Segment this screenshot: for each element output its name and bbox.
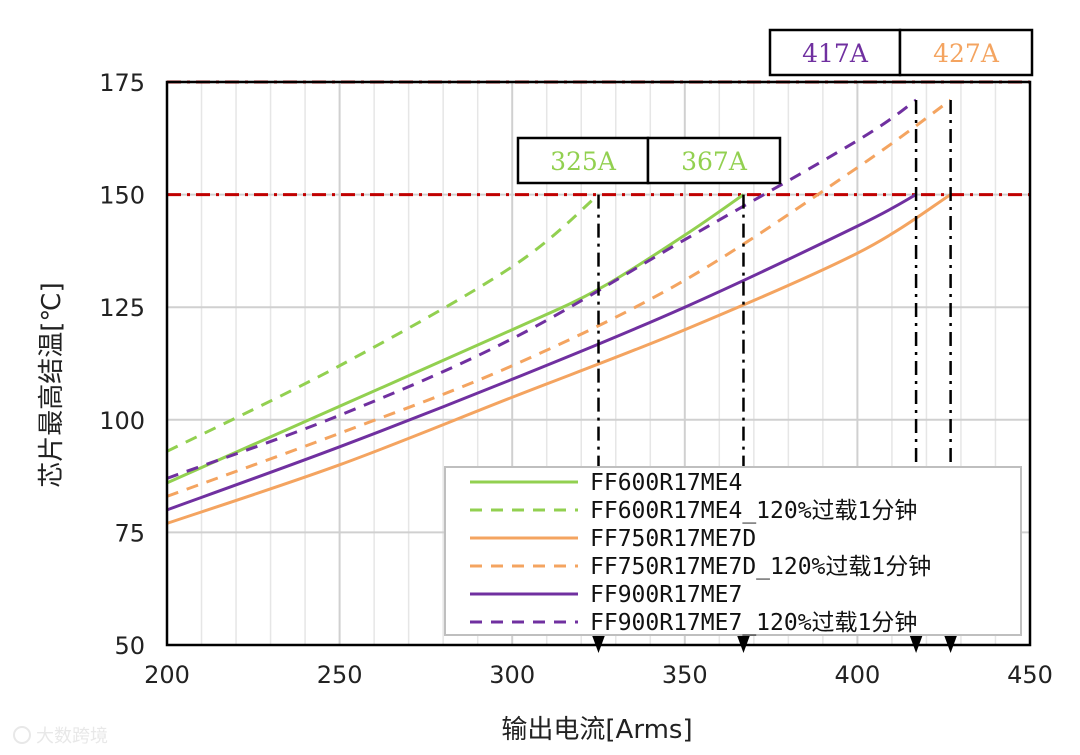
- watermark: 大数跨境: [13, 726, 108, 747]
- annotation-325a: 325A: [550, 147, 617, 176]
- x-tick-labels: 200 250 300 350 400 450: [144, 661, 1053, 689]
- legend: FF600R17ME4FF600R17ME4_120%过载1分钟FF750R17…: [444, 466, 1022, 636]
- y-tick-label: 150: [99, 182, 145, 210]
- legend-label-0: FF600R17ME4: [590, 470, 742, 496]
- x-tick-label: 250: [317, 661, 363, 689]
- series-lines: [166, 98, 952, 525]
- annotation-boxes: 325A 367A 417A 427A: [516, 28, 1034, 185]
- x-axis-label: 输出电流[Arms]: [501, 715, 692, 745]
- watermark-text: 大数跨境: [36, 726, 108, 747]
- annotation-427a: 427A: [933, 39, 1000, 68]
- annotation-417a: 417A: [802, 39, 869, 68]
- y-tick-label: 100: [99, 407, 145, 435]
- x-tick-label: 450: [1007, 661, 1053, 689]
- y-tick-label: 50: [114, 632, 145, 660]
- annotation-367a: 367A: [681, 147, 748, 176]
- series-line-5: [166, 98, 917, 480]
- annotation-box-417: [768, 28, 902, 77]
- series-line-1: [166, 193, 600, 453]
- legend-label-2: FF750R17ME7D: [590, 526, 756, 552]
- x-tick-label: 350: [662, 661, 708, 689]
- legend-box: [444, 466, 1022, 636]
- y-tick-label: 75: [114, 519, 145, 547]
- plot-frame: [165, 80, 1032, 647]
- y-tick-labels: 50 75 100 125 150 175: [99, 69, 145, 660]
- legend-label-4: FF900R17ME7: [590, 582, 742, 608]
- legend-label-1: FF600R17ME4_120%过载1分钟: [590, 498, 917, 524]
- y-tick-label: 125: [99, 294, 145, 322]
- x-tick-label: 300: [489, 661, 535, 689]
- series-line-3: [166, 98, 952, 498]
- series-line-2: [166, 193, 952, 525]
- watermark-logo-icon: [13, 726, 31, 744]
- y-axis-label: 芯片最高结温[℃]: [37, 282, 67, 488]
- annotation-box-325: [516, 136, 650, 185]
- y-tick-label: 175: [99, 69, 145, 97]
- series-line-4: [166, 193, 917, 512]
- annotation-box-427: [898, 28, 1034, 77]
- annotation-box-367: [646, 136, 782, 185]
- series-line-0: [166, 193, 745, 485]
- legend-label-5: FF900R17ME7_120%过载1分钟: [590, 610, 917, 636]
- legend-label-3: FF750R17ME7D_120%过载1分钟: [590, 554, 931, 580]
- x-tick-label: 400: [834, 661, 880, 689]
- x-tick-label: 200: [144, 661, 190, 689]
